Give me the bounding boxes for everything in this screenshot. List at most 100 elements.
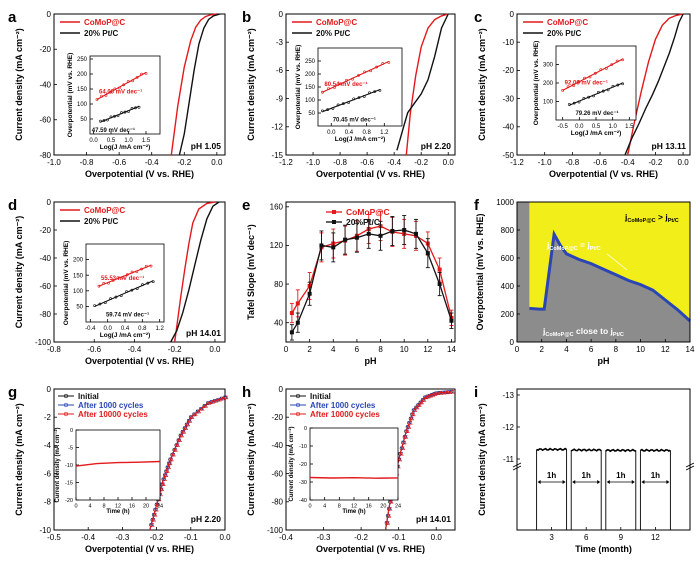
- panel-f-xtick-label: 8: [614, 345, 619, 354]
- panel-d-inset-xtick-label: 0.0: [103, 326, 112, 332]
- panel-e: 0 2 4 6 8 10 12 14 40 80 120 160 pH Tafel Slope (mV d…: [246, 201, 456, 366]
- panel-h-marker-triangle-up: [447, 389, 452, 394]
- panel-d-inset-point: [125, 273, 129, 277]
- panel-h-marker-triangle-up: [406, 424, 412, 429]
- panel-f-ytick-label: 600: [501, 254, 515, 263]
- panel-h-ytick-label: -80: [271, 498, 283, 507]
- panel-f: 0 2 4 6 8 10 12 14 0 200 400 600 800 1000 pH Overpotent…: [475, 198, 695, 366]
- panel-g-ytick-label: -2: [44, 413, 52, 422]
- panel-a-tafel-slope-black: 47.59 mV dec⁻¹: [92, 127, 135, 134]
- panel-g-series-line: [149, 396, 226, 531]
- panel-h-ytick-label: 0: [279, 385, 284, 394]
- panel-g-marker-triangle-up: [203, 403, 209, 408]
- panel-c-inset-xtick-label: -0.5: [557, 124, 568, 130]
- panel-g-inset-xtick-label: 24: [157, 504, 163, 510]
- panel-h-marker-triangle-up: [419, 400, 424, 405]
- panel-a-xtick-label: -0.2: [177, 158, 191, 167]
- panel-h-inset-xtick-label: 24: [395, 504, 401, 510]
- panel-a-inset-xtick-label: 1.5: [142, 138, 151, 144]
- panel-b-inset-point: [363, 70, 367, 74]
- panel-a-inset-point: [137, 105, 141, 109]
- panel-d-ylabel: Current density (mA cm⁻²): [14, 216, 24, 328]
- panel-g-legend-label: After 10000 cycles: [78, 410, 148, 419]
- panel-c-inset-point: [599, 68, 603, 72]
- panel-a-inset-ytick-label: 50: [80, 117, 87, 123]
- panel-h-marker-triangle-up: [402, 440, 407, 445]
- panel-a-inset-point: [123, 110, 127, 114]
- panel-e-marker: [402, 228, 407, 232]
- panel-h-legend-label: After 1000 cycles: [310, 401, 376, 410]
- panel-g: -0.5 -0.4 -0.3 -0.2 -0.1 0.0 0 -2 -4 -6 -8 -10 Overp…: [14, 385, 231, 554]
- panel-g-marker-triangle-up: [177, 438, 183, 443]
- panel-c-inset-point: [601, 89, 605, 93]
- panel-d-inset-xtick-label: 0.8: [138, 326, 147, 332]
- panel-g-marker-triangle-up: [175, 442, 180, 447]
- panel-g-legend-marker: [63, 402, 69, 408]
- panel-d-inset-point: [121, 276, 125, 279]
- panel-h-marker-triangle-up: [417, 402, 422, 407]
- panel-b-inset-point: [347, 101, 350, 104]
- panel-f-ytick-label: 0: [510, 338, 515, 347]
- panel-c-frame: [516, 13, 691, 156]
- panel-e-xtick-label: 0: [284, 345, 289, 354]
- panel-g-marker-triangle-up: [187, 418, 193, 423]
- panel-e-marker: [354, 235, 359, 240]
- panel-f-xtick-label: 14: [686, 345, 695, 354]
- panel-e-marker: [437, 267, 442, 272]
- panel-a-inset-xtick-label: 0.5: [107, 138, 116, 144]
- panel-a-ytick-label: -80: [39, 151, 51, 160]
- panel-g-xtick-label: 0.0: [219, 533, 231, 542]
- panel-h-legend-label: After 10000 cycles: [310, 410, 380, 419]
- panel-letter-h: h: [242, 384, 251, 401]
- panel-h-inset-ytick-label: -20: [299, 462, 307, 468]
- panel-f-xtick-label: 0: [515, 345, 520, 354]
- panel-b-inset-ylabel: Overpotential (mV vs. RHE): [295, 45, 302, 130]
- panel-h-marker-triangle-up: [444, 390, 449, 395]
- panel-h-marker-triangle-up: [421, 397, 427, 402]
- panel-c-inset-ytick-label: 100: [543, 100, 554, 106]
- panel-c-ytick-label: -20: [502, 66, 514, 75]
- panel-d-inset-ytick-label: 200: [73, 258, 84, 264]
- panel-a-series-line: [170, 13, 217, 156]
- panel-h-marker-triangle-up: [400, 446, 406, 450]
- panel-b-ytick-label: -15: [271, 151, 283, 160]
- panel-i-ytick-label: -11: [503, 455, 515, 464]
- panel-c-inset-point: [604, 66, 608, 70]
- panel-e-marker: [289, 330, 294, 335]
- panel-g-ytick-label: 0: [47, 385, 52, 394]
- panel-g-inset-xlabel: Time (h): [106, 509, 129, 515]
- panel-c-ytick-label: -10: [502, 38, 514, 47]
- panel-b-inset-point: [368, 91, 371, 95]
- panel-g-marker-triangle-up: [167, 461, 173, 466]
- panel-g-ylabel: Current density (mA cm⁻²): [14, 403, 24, 515]
- panel-a-inset-frame: [89, 55, 161, 135]
- panel-c-inset-xtick-label: 0.0: [575, 124, 584, 130]
- panel-i-duration-label: 1h: [651, 471, 660, 480]
- panel-c-inset-point: [615, 59, 619, 63]
- panel-d-xlabel: Overpotential (V vs. RHE): [85, 356, 194, 366]
- panel-d-tafel-slope-black: 59.74 mV dec⁻¹: [106, 311, 149, 318]
- panel-d-inset-bg: [86, 244, 164, 322]
- panel-h-ph-label: pH 14.01: [416, 514, 451, 524]
- panel-a-inset-point: [113, 87, 117, 91]
- panel-a-xtick-label: -0.8: [80, 158, 94, 167]
- panel-b-inset-xlabel: Log(J /mA cm⁻²): [335, 136, 386, 143]
- panel-g-inset-xtick-label: 8: [102, 504, 105, 510]
- panel-c-inset-point: [587, 95, 591, 99]
- panel-a-inset-point: [95, 98, 99, 101]
- panel-c-inset-ylabel: Overpotential (mV vs. RHE): [533, 41, 540, 126]
- panel-a-xtick-label: 0.0: [211, 158, 223, 167]
- panel-d-inset-ytick-label: 50: [76, 305, 83, 311]
- panel-a-legend-label: CoMoP@C: [84, 18, 125, 27]
- panel-a-ytick-label: -20: [39, 45, 51, 54]
- panel-a-inset-point: [134, 106, 137, 110]
- panel-a-tafel-slope-red: 64.06 mV dec⁻¹: [99, 89, 142, 96]
- panel-h-frame: [285, 388, 456, 531]
- panel-b-inset-point: [369, 69, 373, 73]
- panel-b-inset-xtick-label: 0.8: [362, 130, 371, 136]
- panel-a-ytick-label: -60: [39, 116, 51, 125]
- panel-h-xtick-label: 0.0: [431, 533, 443, 542]
- panel-g-marker-triangle-up: [155, 502, 161, 507]
- panel-b-inset-ytick-label: 50: [308, 111, 315, 117]
